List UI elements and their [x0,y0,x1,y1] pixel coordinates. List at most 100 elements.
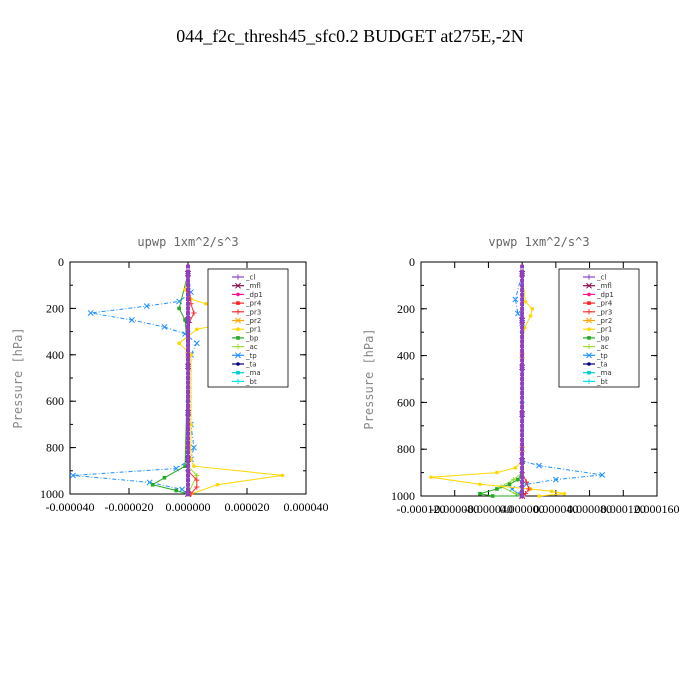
y-tick-label: 600 [397,395,415,409]
series-marker [562,491,567,496]
series-marker [186,487,190,492]
series-marker [520,330,524,334]
series-marker [495,487,499,491]
series-marker [520,494,524,498]
series-marker [186,455,190,459]
series-marker [520,405,524,409]
legend: _cl_mfl_dp1_pr4_pr3_pr2_pr1_bp_ac_tp_ta_… [558,268,640,388]
y-tick-label: 0 [58,255,64,269]
series-marker [186,492,190,496]
legend-marker [586,274,592,280]
series-marker [478,482,482,487]
legend-marker [586,317,592,324]
series-marker [183,288,187,292]
series-marker [520,447,524,451]
series-marker [512,296,519,303]
legend-label: _pr3 [245,308,261,316]
series-marker [520,428,524,433]
series-marker [520,288,524,292]
series-marker [186,366,190,371]
series-marker [192,464,196,468]
series-marker [143,303,150,310]
series-marker [186,297,190,301]
series-marker [549,489,554,494]
legend-label: _ac [596,343,609,351]
series-marker [280,473,285,478]
legend-label: _ac [245,343,258,351]
series-marker [520,302,524,306]
series-marker [186,288,190,292]
series-marker [520,391,524,395]
series-marker [186,339,190,343]
series-marker [520,386,524,391]
series-marker [520,325,524,330]
series-marker [186,301,190,306]
series-marker [177,341,181,346]
series-marker [183,318,187,322]
series-marker [186,413,190,417]
series-marker [186,376,190,380]
legend-label: _ta [245,361,257,369]
series-marker [520,307,524,311]
series-marker [191,310,197,316]
legend-label: _pr4 [596,300,613,308]
series-marker [552,476,559,483]
legend-label: _dp1 [596,291,614,299]
series-marker [183,464,187,468]
series-marker [186,390,190,394]
series-marker [186,431,190,436]
series-marker [128,317,135,323]
series-line-ac [500,273,523,497]
y-tick-label: 400 [397,349,415,363]
series-marker [513,466,518,470]
series-marker [186,478,190,482]
legend-label: _cl [245,274,255,282]
legend-marker [236,336,240,340]
series-marker [186,469,190,473]
series-marker [161,324,168,330]
series-marker [186,464,190,468]
series-marker [189,422,193,427]
series-marker [520,466,524,470]
legend-marker [587,362,591,366]
series-marker [186,445,190,450]
series-marker [429,475,433,480]
legend-marker [235,344,241,350]
legend: _cl_mfl_dp1_pr4_pr3_pr2_pr1_bp_ac_tp_ta_… [207,268,289,388]
series-marker [520,283,524,288]
legend-marker [236,362,240,366]
series-marker [516,477,520,482]
legend-marker [235,282,241,289]
series-marker [186,371,190,376]
series-marker [186,311,190,315]
series-marker [186,394,190,399]
series-marker [495,470,499,475]
legend-label: _bt [596,378,608,386]
series-marker [186,385,190,390]
series-marker [528,314,533,318]
series-marker [186,399,190,403]
legend-marker [235,378,241,384]
legend-marker [235,352,241,359]
series-marker [520,452,524,456]
series-marker [520,424,524,428]
series-marker [520,470,524,475]
series-marker [186,306,190,311]
y-tick-label: 0 [409,255,415,269]
series-marker [189,457,193,462]
series-marker [186,283,190,287]
series-marker [520,400,524,405]
series-marker [186,482,190,487]
legend-marker [587,336,591,340]
legend-label: _bt [245,378,257,386]
series-marker [520,316,524,320]
x-tick-label: 0.000160 [635,502,680,516]
series-marker [530,307,535,311]
series-marker [520,480,524,484]
legend-label: _pr3 [596,308,612,316]
series-marker [520,363,524,367]
series-marker [186,473,190,478]
series-marker [536,462,542,469]
series-marker [69,472,76,479]
